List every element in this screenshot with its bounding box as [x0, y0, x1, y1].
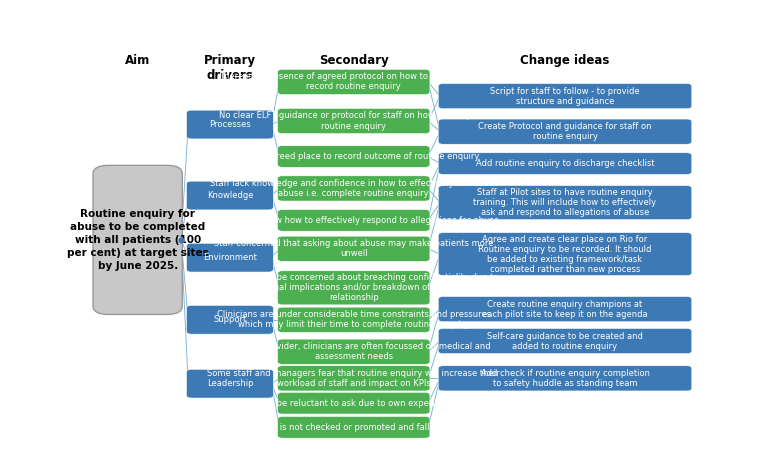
FancyBboxPatch shape: [187, 181, 273, 210]
FancyBboxPatch shape: [439, 83, 692, 109]
Text: As an NHS provider, clinicians are often focussed on medical and
assessment need: As an NHS provider, clinicians are often…: [217, 342, 491, 361]
Text: There is an absence of agreed protocol on how to complete and
record routine enq: There is an absence of agreed protocol o…: [219, 72, 488, 91]
FancyBboxPatch shape: [277, 366, 430, 391]
FancyBboxPatch shape: [93, 165, 182, 314]
Text: Knowledge: Knowledge: [207, 191, 253, 200]
FancyBboxPatch shape: [439, 186, 692, 220]
FancyBboxPatch shape: [439, 366, 692, 391]
FancyBboxPatch shape: [439, 119, 692, 144]
FancyBboxPatch shape: [439, 329, 692, 354]
FancyBboxPatch shape: [439, 153, 692, 174]
Text: Staff concerned that asking about abuse may make patients more
unwell: Staff concerned that asking about abuse …: [214, 239, 494, 258]
Text: Secondary
drivers: Secondary drivers: [319, 53, 389, 82]
FancyBboxPatch shape: [187, 369, 273, 398]
FancyBboxPatch shape: [187, 110, 273, 139]
FancyBboxPatch shape: [439, 233, 692, 276]
FancyBboxPatch shape: [277, 236, 430, 261]
FancyBboxPatch shape: [277, 416, 430, 438]
FancyBboxPatch shape: [439, 296, 692, 322]
Text: Create Protocol and guidance for staff on
routine enquiry: Create Protocol and guidance for staff o…: [478, 122, 652, 141]
Text: Some staff and managers fear that routine enquiry will increase their
workload o: Some staff and managers fear that routin…: [207, 369, 500, 388]
Text: Some staff may be concerned about breaching confidentiality due to
potential leg: Some staff may be concerned about breach…: [208, 273, 499, 302]
Text: Environment: Environment: [203, 253, 257, 262]
Text: Some staff may be reluctant to ask due to own experiences of abuse: Some staff may be reluctant to ask due t…: [208, 399, 499, 408]
Text: Primary
drivers: Primary drivers: [204, 53, 256, 82]
FancyBboxPatch shape: [277, 339, 430, 364]
FancyBboxPatch shape: [277, 307, 430, 332]
Text: No clear agreed place to record outcome of routine enquiry: No clear agreed place to record outcome …: [228, 152, 479, 161]
Text: Add check if routine enquiry completion
to safety huddle as standing team: Add check if routine enquiry completion …: [481, 369, 650, 388]
Text: Routine enquiry for
abuse to be completed
with all patients (100
per cent) at ta: Routine enquiry for abuse to be complete…: [67, 209, 209, 271]
Text: Staff do not know how to effectively respond to allegations for abuse: Staff do not know how to effectively res…: [208, 216, 499, 225]
Text: Clinicians are under considerable time constraints and pressures
which may limit: Clinicians are under considerable time c…: [217, 310, 491, 329]
Text: Script for staff to follow - to provide
structure and guidance: Script for staff to follow - to provide …: [490, 87, 640, 106]
FancyBboxPatch shape: [277, 210, 430, 231]
FancyBboxPatch shape: [277, 146, 430, 167]
Text: Processes: Processes: [209, 120, 251, 129]
Text: Leadership: Leadership: [207, 379, 253, 388]
FancyBboxPatch shape: [277, 392, 430, 414]
Text: Add routine enquiry to discharge checklist: Add routine enquiry to discharge checkli…: [475, 159, 654, 168]
FancyBboxPatch shape: [277, 271, 430, 305]
Text: Change ideas: Change ideas: [521, 53, 610, 66]
Text: Agree and create clear place on Rio for
Routine enquiry to be recorded. It shoul: Agree and create clear place on Rio for …: [478, 235, 652, 274]
FancyBboxPatch shape: [277, 108, 430, 134]
FancyBboxPatch shape: [187, 243, 273, 272]
Text: No clear ELFT guidance or protocol for staff on how to complete
routine enquiry: No clear ELFT guidance or protocol for s…: [220, 112, 488, 130]
FancyBboxPatch shape: [277, 69, 430, 95]
Text: Self-care guidance to be created and
added to routine enquiry: Self-care guidance to be created and add…: [487, 331, 643, 351]
FancyBboxPatch shape: [187, 305, 273, 334]
FancyBboxPatch shape: [277, 176, 430, 201]
Text: Support: Support: [214, 315, 247, 324]
Text: Staff lack knowledge and confidence in how to effectively ask about
abuse i.e. c: Staff lack knowledge and confidence in h…: [210, 179, 498, 198]
Text: Staff at Pilot sites to have routine enquiry
training. This will include how to : Staff at Pilot sites to have routine enq…: [473, 188, 657, 217]
Text: Create routine enquiry champions at
each pilot site to keep it on the agenda: Create routine enquiry champions at each…: [482, 300, 648, 319]
Text: Aim: Aim: [125, 53, 151, 66]
Text: Routine enquiry is not checked or promoted and falls off the agenda: Routine enquiry is not checked or promot…: [210, 423, 498, 432]
